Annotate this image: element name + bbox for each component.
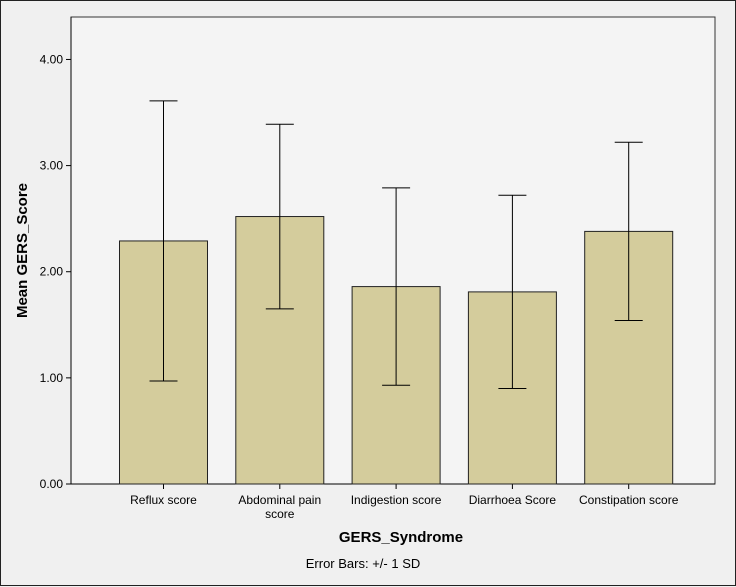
y-tick-label: 3.00 xyxy=(40,159,64,173)
error-bars-note: Error Bars: +/- 1 SD xyxy=(306,556,421,571)
x-tick-label: Reflux score xyxy=(130,493,197,507)
y-axis-title: Mean GERS_Score xyxy=(14,183,31,318)
y-tick-label: 4.00 xyxy=(40,52,64,66)
y-tick-label: 1.00 xyxy=(40,371,64,385)
y-axis: 0.00 1.00 2.00 3.00 4.00 xyxy=(40,17,72,491)
y-tick-label: 0.00 xyxy=(40,477,64,491)
y-tick-label: 2.00 xyxy=(40,265,64,279)
x-tick-label: score xyxy=(265,507,295,521)
x-tick-label: Indigestion score xyxy=(351,493,442,507)
x-tick-label: Abdominal pain xyxy=(238,493,321,507)
x-tick-label: Constipation score xyxy=(579,493,679,507)
x-tick-label: Diarrhoea Score xyxy=(469,493,557,507)
x-axis-title: GERS_Syndrome xyxy=(339,529,463,546)
error-bars-group xyxy=(149,100,643,389)
